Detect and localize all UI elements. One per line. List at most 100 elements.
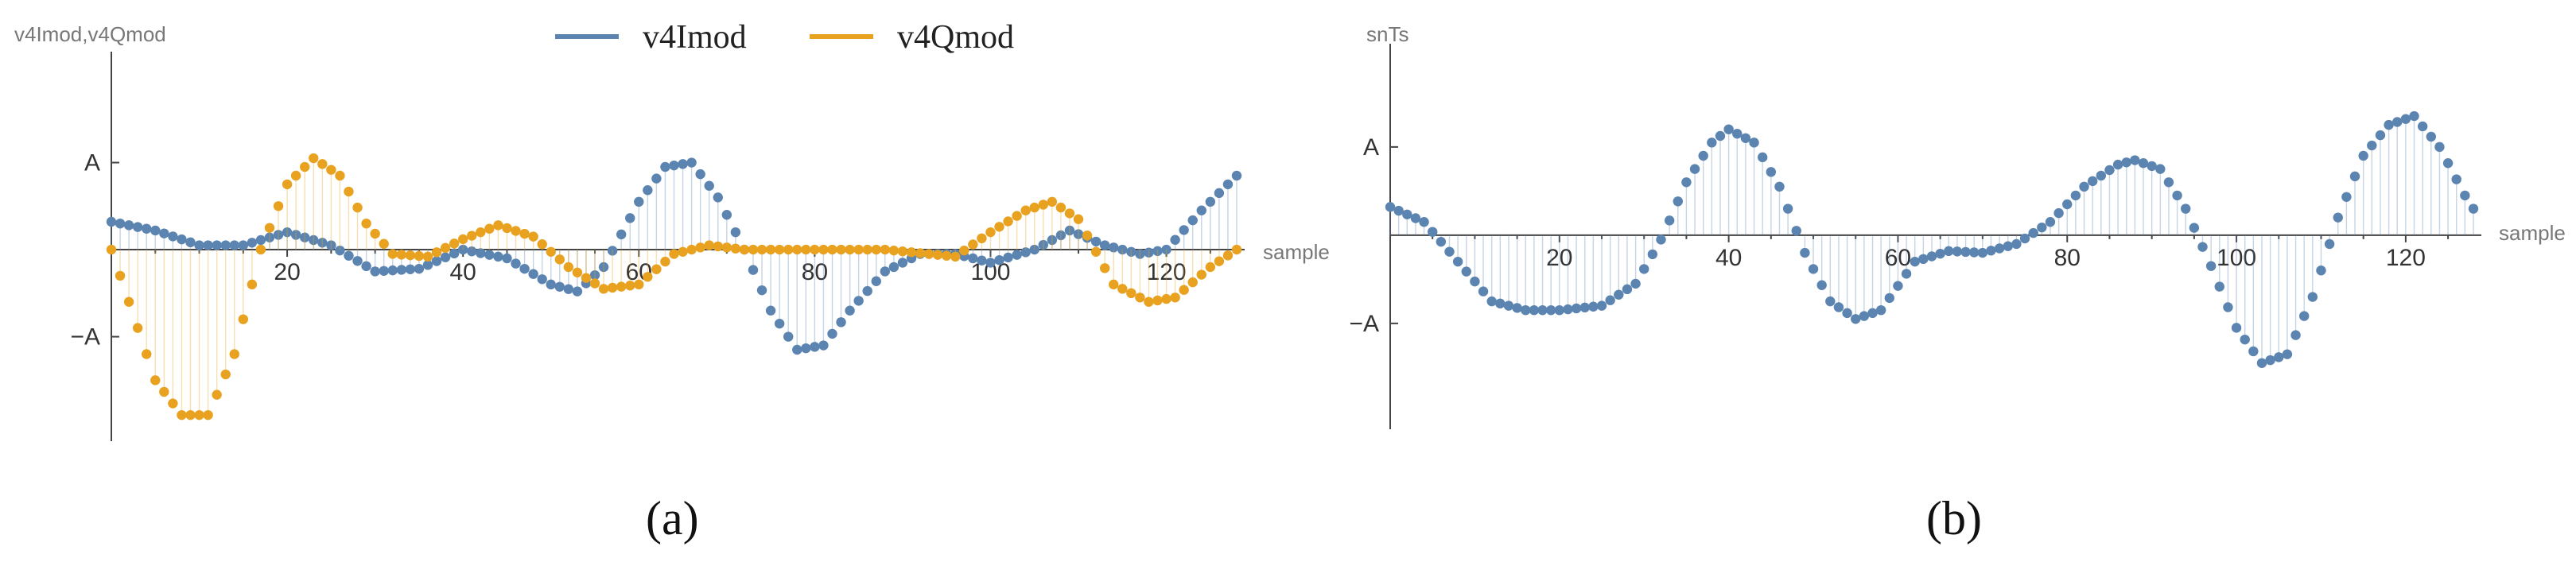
data-point	[457, 234, 468, 245]
data-point	[1969, 247, 1980, 258]
data-point	[730, 227, 741, 238]
data-point	[177, 234, 187, 245]
data-point	[581, 273, 592, 283]
data-point	[1012, 250, 1022, 260]
data-point	[810, 244, 820, 255]
data-point	[1875, 304, 1886, 316]
data-point	[361, 261, 371, 272]
data-point	[1816, 280, 1827, 290]
data-point	[1851, 314, 1861, 324]
data-point	[344, 186, 354, 197]
data-point	[2282, 349, 2293, 359]
data-point	[774, 318, 785, 329]
data-point	[1656, 234, 1666, 245]
data-point	[801, 343, 811, 354]
data-point	[1385, 202, 1396, 212]
data-point	[695, 242, 705, 253]
data-point	[810, 342, 820, 352]
data-point	[282, 179, 293, 190]
data-point	[1757, 152, 1768, 163]
x-tick-label: 20	[274, 259, 300, 285]
data-point	[625, 213, 635, 223]
x-tick-label: 60	[1885, 245, 1911, 271]
data-point	[212, 390, 222, 400]
data-point	[1144, 297, 1154, 307]
data-point	[774, 244, 785, 255]
data-point	[721, 242, 732, 253]
data-point	[405, 250, 416, 261]
panel-label-b: (b)	[1926, 492, 1982, 545]
data-point	[1910, 256, 1920, 267]
data-point	[361, 218, 371, 229]
data-point	[528, 269, 538, 279]
data-point	[572, 267, 583, 277]
data-point	[880, 266, 891, 277]
data-point	[2316, 265, 2326, 276]
data-point	[1196, 205, 1206, 215]
data-point	[2375, 130, 2386, 141]
data-point	[695, 169, 705, 180]
data-point	[1715, 130, 1726, 141]
data-point	[440, 242, 451, 254]
data-point	[511, 258, 521, 269]
data-point	[1461, 266, 1471, 277]
data-point	[2460, 190, 2470, 201]
data-point	[2358, 150, 2368, 161]
data-point	[2434, 141, 2445, 153]
data-point	[1926, 251, 1937, 262]
x-tick-label: 40	[1715, 245, 1742, 271]
data-point	[309, 234, 319, 246]
y-tick-label: −A	[70, 324, 100, 351]
data-point	[572, 286, 583, 297]
data-point	[2451, 174, 2461, 184]
data-point	[660, 256, 670, 267]
data-point	[2121, 157, 2131, 168]
data-point	[115, 270, 126, 281]
data-point	[704, 240, 714, 250]
data-point	[616, 281, 627, 292]
data-point	[2019, 233, 2030, 244]
data-point	[1109, 242, 1119, 253]
y-tick-label: −A	[1349, 311, 1379, 337]
data-point	[756, 285, 767, 296]
data-point	[537, 239, 547, 250]
data-point	[2392, 117, 2403, 127]
data-point	[977, 255, 987, 265]
series-v4Qmod	[106, 153, 1242, 421]
series-snTs	[1385, 110, 2479, 368]
data-point	[1179, 225, 1189, 235]
data-point	[168, 231, 178, 242]
data-point	[994, 254, 1004, 265]
data-point	[1029, 202, 1039, 213]
data-point	[344, 250, 354, 261]
data-point	[748, 244, 759, 255]
data-point	[519, 263, 530, 274]
data-point	[220, 369, 231, 380]
data-point	[2155, 164, 2166, 174]
data-point	[2172, 190, 2182, 201]
data-point	[1099, 263, 1110, 273]
data-point	[326, 240, 336, 250]
data-point	[977, 233, 987, 244]
data-point	[1782, 203, 1793, 214]
data-point	[1170, 234, 1180, 245]
data-point	[836, 244, 846, 255]
data-point	[2349, 171, 2360, 182]
data-point	[1452, 256, 1463, 267]
data-point	[2442, 158, 2454, 169]
data-point	[1187, 277, 1198, 288]
data-point	[185, 409, 196, 421]
data-point	[2003, 241, 2013, 251]
data-point	[2298, 311, 2310, 321]
data-point	[422, 251, 433, 262]
x-tick-label: 40	[450, 259, 476, 285]
data-point	[1117, 284, 1128, 294]
data-point	[414, 250, 425, 262]
data-point	[115, 218, 126, 229]
data-point	[123, 297, 134, 307]
data-point	[273, 230, 284, 240]
data-point	[607, 246, 618, 256]
data-point	[1977, 247, 1988, 258]
data-point	[818, 340, 829, 351]
data-point	[1126, 246, 1136, 257]
